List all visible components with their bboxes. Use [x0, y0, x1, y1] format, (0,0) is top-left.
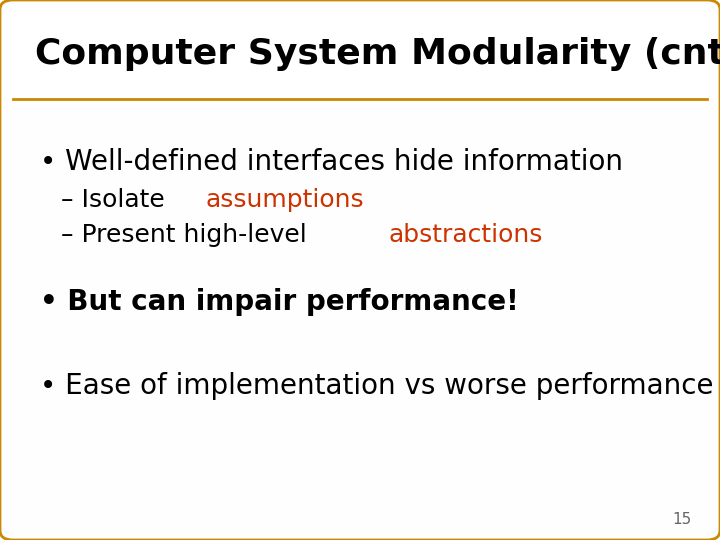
- Text: abstractions: abstractions: [389, 223, 543, 247]
- Text: – Isolate: – Isolate: [61, 188, 173, 212]
- FancyBboxPatch shape: [9, 7, 711, 102]
- Text: – Present high-level: – Present high-level: [61, 223, 315, 247]
- Text: • But can impair performance!: • But can impair performance!: [40, 288, 518, 316]
- Text: Computer System Modularity (cnt’d): Computer System Modularity (cnt’d): [35, 37, 720, 71]
- Text: • Ease of implementation vs worse performance: • Ease of implementation vs worse perfor…: [40, 372, 713, 400]
- Text: 15: 15: [672, 512, 691, 527]
- Text: • Well-defined interfaces hide information: • Well-defined interfaces hide informati…: [40, 148, 623, 176]
- Text: assumptions: assumptions: [205, 188, 364, 212]
